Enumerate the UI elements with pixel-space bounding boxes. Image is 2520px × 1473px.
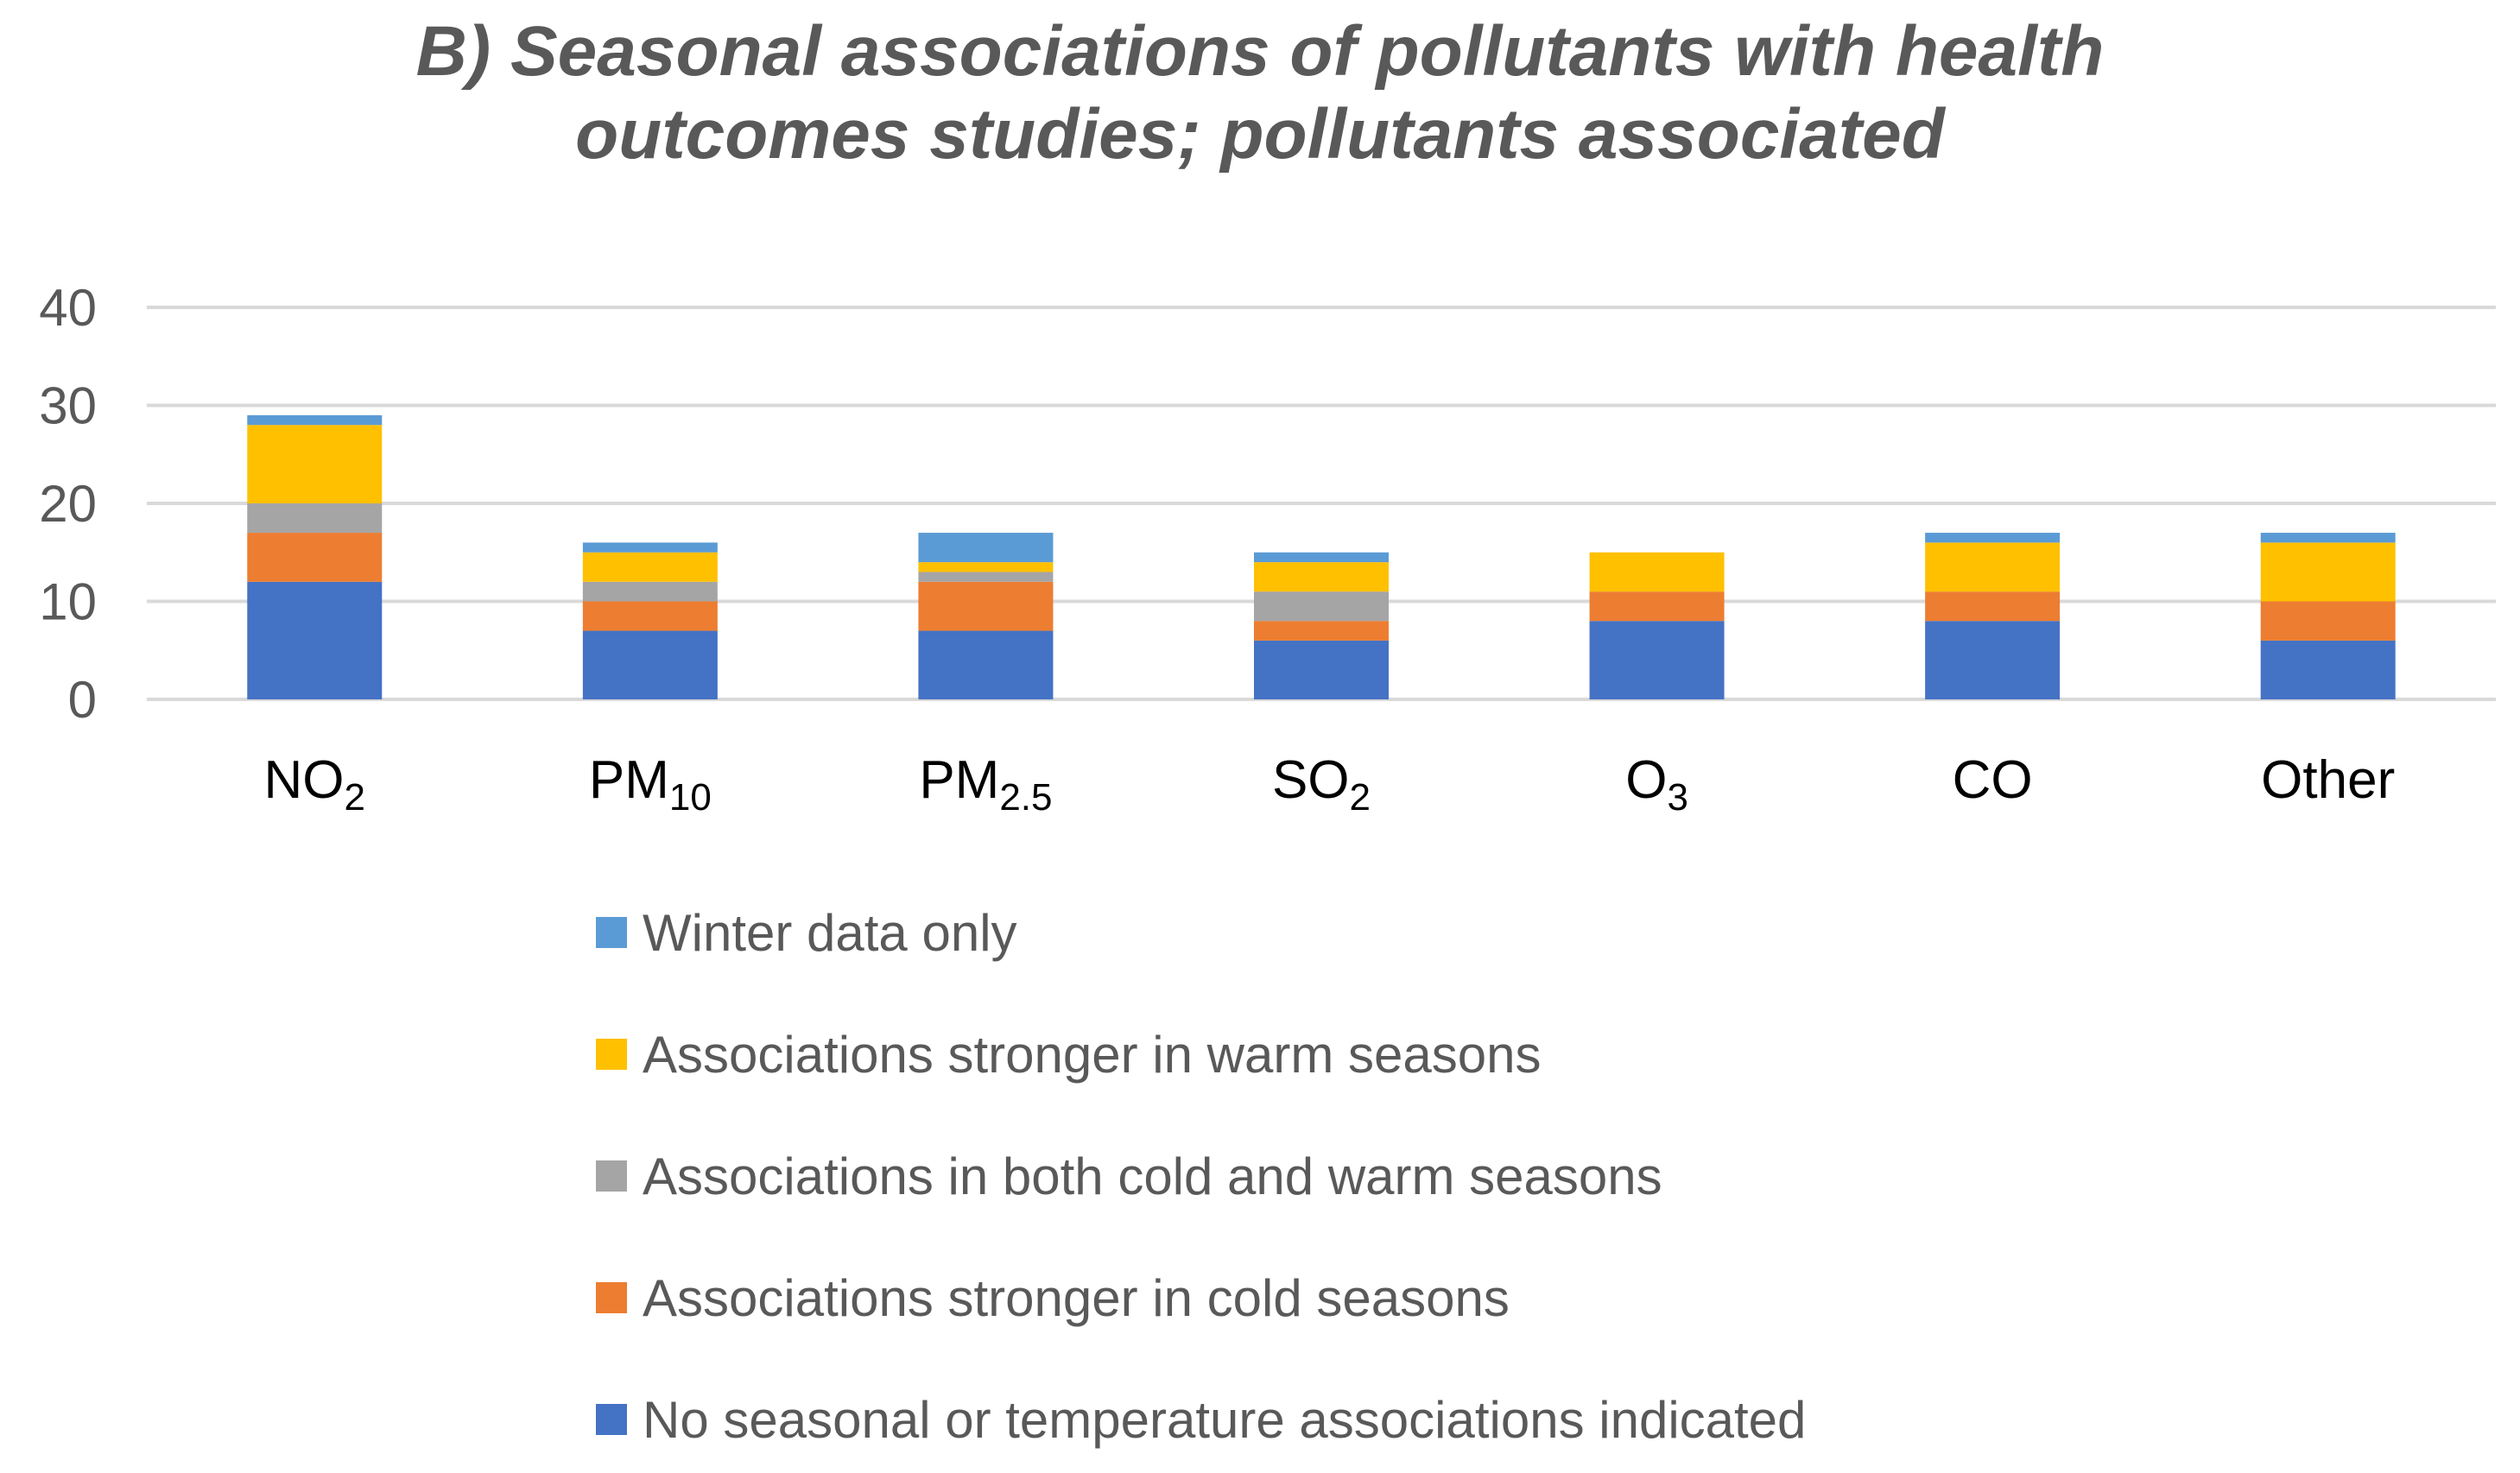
legend-swatch — [596, 1039, 627, 1070]
chart-title-line-2: outcomes studies; pollutants associated — [575, 95, 1945, 174]
legend-swatch — [596, 1282, 627, 1313]
legend-swatch — [596, 917, 627, 948]
bar-segment — [1925, 621, 2061, 699]
x-axis-ticks: NO2 PM10 PM2.5 SO2 O3 CO Other — [264, 750, 2396, 819]
bar-segment — [1925, 533, 2061, 543]
x-tick-label: PM10 — [589, 750, 712, 819]
x-tick-label: CO — [1953, 750, 2033, 810]
x-tick-label: SO2 — [1272, 750, 1371, 819]
bar-segment — [247, 503, 383, 534]
bar-segment — [918, 572, 1054, 582]
bar-segment — [2260, 533, 2396, 543]
bar-segment — [582, 581, 718, 602]
bar-segment — [1589, 552, 1725, 592]
legend-item: Associations stronger in warm seasons — [596, 1020, 1541, 1089]
bar-segment — [247, 533, 383, 582]
bar-segment — [1925, 542, 2061, 592]
legend-item: No seasonal or temperature associations … — [596, 1385, 1806, 1454]
chart-title: B) Seasonal associations of pollutants w… — [0, 10, 2520, 176]
bar-segment — [582, 552, 718, 582]
legend-swatch — [596, 1404, 627, 1435]
bar-segment — [2260, 601, 2396, 641]
bar-segment — [918, 562, 1054, 572]
bar-segment — [1925, 591, 2061, 622]
bar-segment — [582, 542, 718, 553]
x-tick-label: O3 — [1625, 750, 1688, 819]
bar-segment — [1254, 591, 1389, 622]
bar-segment — [582, 630, 718, 699]
legend-label: Associations stronger in cold seasons — [643, 1268, 1510, 1327]
y-tick-label: 20 — [39, 475, 97, 533]
chart-title-line-1: B) Seasonal associations of pollutants w… — [415, 12, 2105, 91]
bar-segment — [1254, 640, 1389, 699]
bar-segment — [1254, 562, 1389, 592]
legend-label: Associations stronger in warm seasons — [643, 1025, 1542, 1084]
y-tick-label: 10 — [39, 573, 97, 631]
legend-item: Associations stronger in cold seasons — [596, 1263, 1510, 1332]
bar-segment — [247, 425, 383, 503]
legend-item: Winter data only — [596, 898, 1017, 967]
y-tick-label: 30 — [39, 377, 97, 435]
legend-item: Associations in both cold and warm seaso… — [596, 1141, 1662, 1211]
bar-segment — [918, 533, 1054, 563]
bars — [247, 414, 2396, 699]
bar-segment — [247, 581, 383, 699]
y-tick-label: 40 — [39, 279, 97, 337]
legend-label: Associations in both cold and warm seaso… — [643, 1147, 1662, 1205]
bar-segment — [1254, 621, 1389, 641]
bar-segment — [1589, 621, 1725, 699]
bar-segment — [247, 414, 383, 426]
x-tick-label: PM2.5 — [919, 750, 1052, 819]
bar-segment — [582, 601, 718, 631]
bar-segment — [918, 630, 1054, 699]
bar-segment — [918, 581, 1054, 631]
x-tick-label: NO2 — [264, 750, 365, 819]
legend-label: No seasonal or temperature associations … — [643, 1390, 1807, 1449]
bar-segment — [1589, 591, 1725, 622]
y-axis-ticks: 0 10 20 30 40 — [39, 279, 97, 729]
x-tick-label: Other — [2261, 750, 2395, 810]
bar-segment — [2260, 640, 2396, 699]
y-tick-label: 0 — [68, 671, 97, 729]
legend-swatch — [596, 1160, 627, 1192]
legend-label: Winter data only — [643, 903, 1017, 962]
bar-segment — [2260, 542, 2396, 602]
bar-segment — [1254, 552, 1389, 563]
